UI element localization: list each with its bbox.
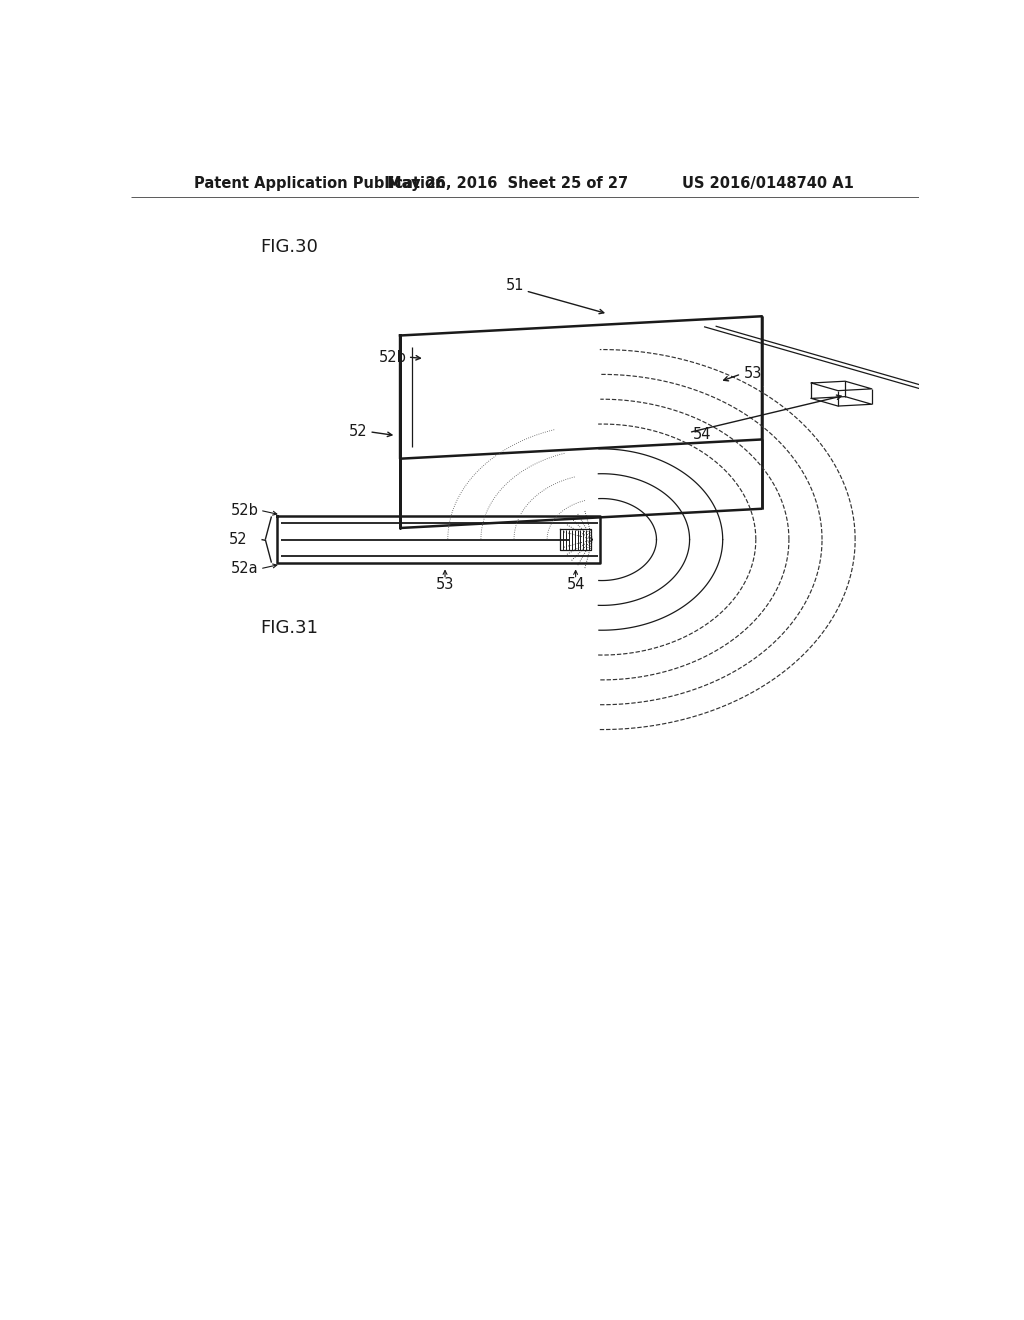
Text: FIG.30: FIG.30: [260, 238, 317, 256]
Text: 54: 54: [692, 426, 711, 442]
Text: 53: 53: [436, 577, 455, 591]
Text: 52b: 52b: [378, 350, 407, 364]
Text: Patent Application Publication: Patent Application Publication: [194, 177, 445, 191]
Text: May 26, 2016  Sheet 25 of 27: May 26, 2016 Sheet 25 of 27: [387, 177, 629, 191]
Text: 53: 53: [743, 367, 762, 381]
Text: 54: 54: [566, 577, 585, 591]
Text: 52a: 52a: [230, 561, 258, 577]
Text: 51: 51: [506, 279, 525, 293]
Text: 52: 52: [229, 532, 248, 546]
Text: 52: 52: [349, 424, 368, 440]
Text: US 2016/0148740 A1: US 2016/0148740 A1: [682, 177, 854, 191]
Text: FIG.31: FIG.31: [260, 619, 317, 638]
Text: 52b: 52b: [230, 503, 258, 517]
